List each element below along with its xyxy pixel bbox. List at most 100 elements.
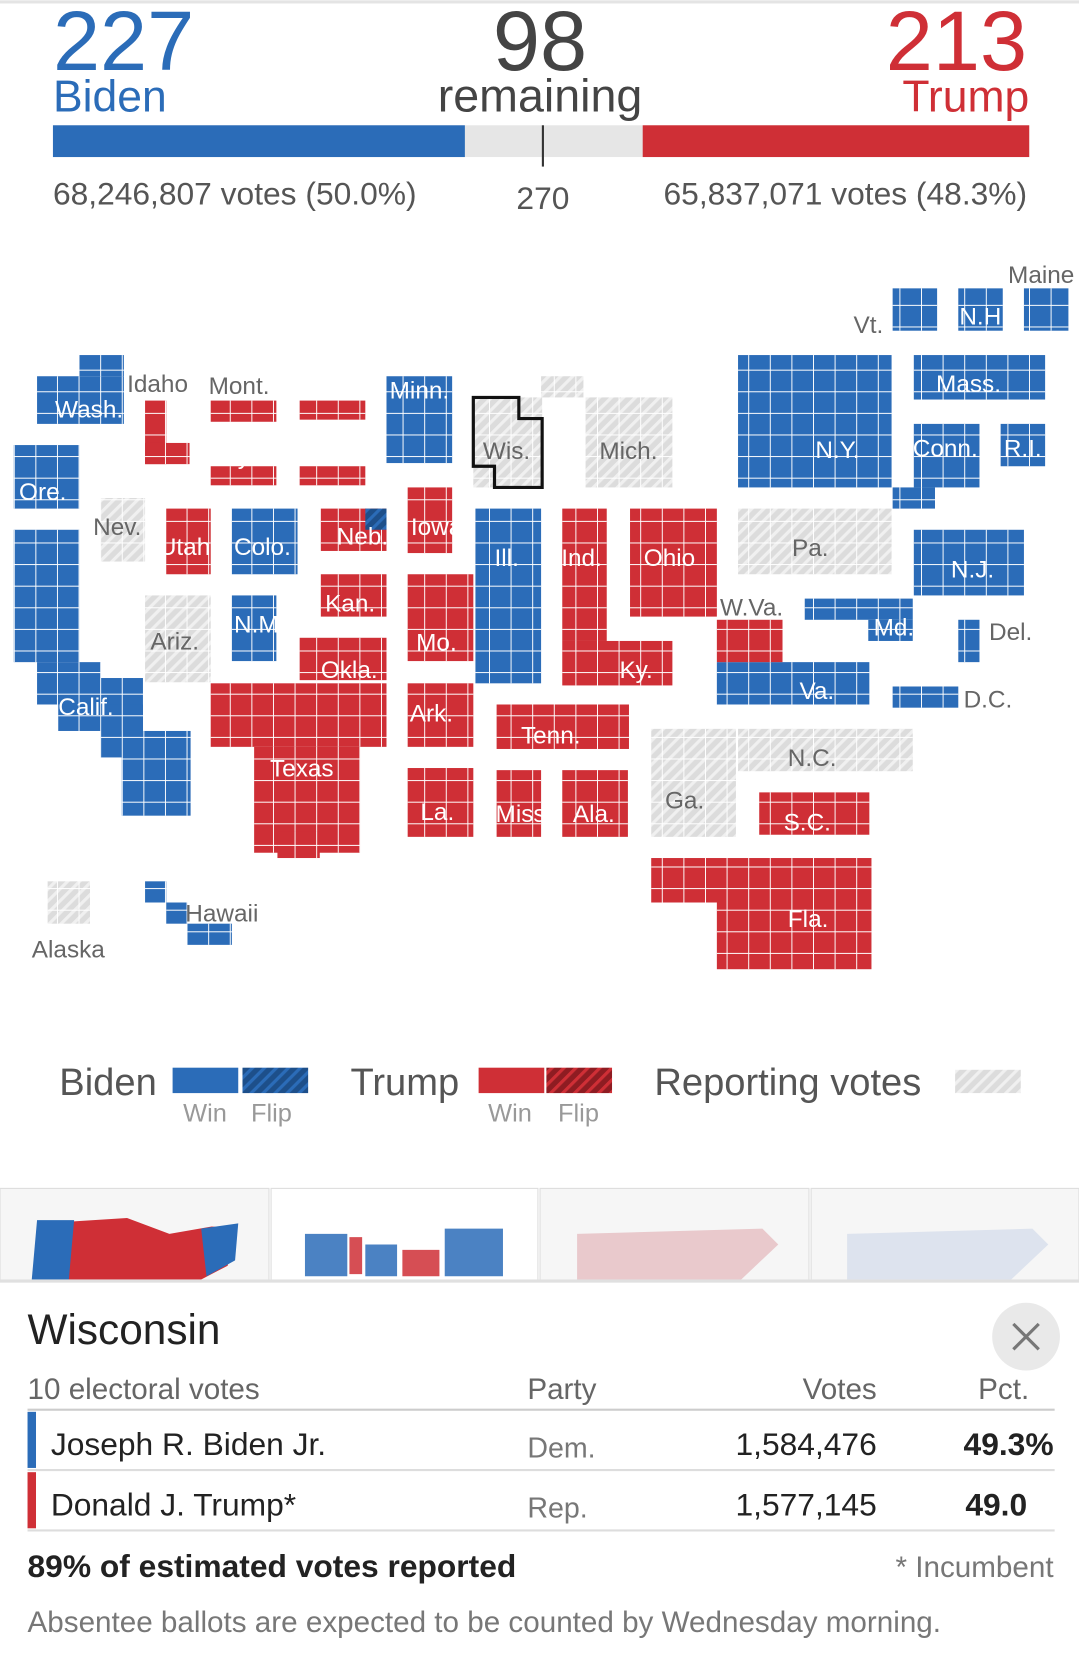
state[interactable]: Maine [1008,262,1074,331]
state[interactable]: Hawaii [145,881,258,945]
state[interactable]: Mass. [913,355,1046,400]
state[interactable]: R.I. [1000,423,1046,467]
legend-swatch [478,1067,545,1094]
state[interactable]: Nev. [93,498,146,562]
tile-grid [386,376,453,464]
state-label: La. [420,799,454,826]
tile-grid [145,881,167,903]
tile-grid [210,683,387,747]
tile-grid [13,445,80,509]
state-label: Calif. [58,694,113,721]
state[interactable]: Mich. [541,376,673,488]
state[interactable]: Calif. [13,529,191,816]
state[interactable]: Okla. [299,637,387,684]
state[interactable]: N.D. [299,377,366,420]
state[interactable]: Neb. [320,508,388,551]
state[interactable]: Texas [210,683,387,859]
tile-grid [913,355,1046,400]
legend-swatch [242,1067,309,1094]
tile-grid [738,728,913,772]
state-label: Wis. [483,438,530,465]
legend-biden: Biden [59,1062,156,1104]
state[interactable]: Conn. [913,423,980,488]
biden-name: Biden [53,73,167,122]
state[interactable]: Utah [159,508,211,575]
state[interactable]: Ark. [407,683,474,747]
state[interactable]: S.C. [759,792,870,837]
state-label: Okla. [321,657,378,684]
state[interactable]: D.C. [892,686,1013,714]
state-label: Neb. [337,524,388,551]
state[interactable]: Ohio [630,508,717,617]
state[interactable]: Alaska [32,881,106,964]
state[interactable]: Ariz. [145,595,211,683]
tile-grid [759,792,870,835]
state[interactable]: Fla. [651,858,872,970]
state-label: Mont. [209,373,270,400]
state[interactable]: Tenn. [496,704,629,750]
state[interactable]: Wash. [37,355,124,424]
tile-grid [475,508,542,684]
incumbent-note: * Incumbent [895,1551,1054,1584]
state[interactable]: Wis. [471,395,544,490]
state[interactable]: Ind. [561,508,607,641]
state[interactable]: Colo. [231,508,298,575]
pct: 49.0 [965,1487,1027,1523]
state[interactable]: Minn. [386,376,453,464]
state[interactable]: N.H. [958,288,1008,331]
state[interactable]: Mont. [209,373,277,422]
tile-grid [958,619,980,663]
state[interactable]: N.Y. [738,355,935,509]
state[interactable]: Pa. [738,508,892,575]
state-label: Idaho [127,371,188,398]
state[interactable]: Ga. [651,728,736,837]
close-button[interactable] [992,1302,1060,1371]
state[interactable]: Ill. [475,508,542,684]
state[interactable]: W.Va. [716,595,783,663]
state-label: Maine [1008,262,1074,289]
tile-grid [651,858,872,903]
close-icon[interactable] [1012,1322,1040,1351]
state[interactable]: Vt. [853,288,938,339]
thumb-map [201,1223,239,1277]
state[interactable]: Md. [804,598,914,642]
state[interactable]: Ore. [13,445,80,509]
state-label: S.C. [784,810,831,837]
tile-grid [562,508,607,641]
state-label: Wyo. [215,443,270,470]
state[interactable]: N.J. [913,529,1024,596]
state-label: Conn. [913,436,978,463]
state[interactable]: Kan. [320,574,387,617]
state-label: Va. [799,678,834,705]
biden-votes: 68,246,807 votes (50.0%) [53,176,417,212]
table-header: 10 electoral votes [28,1373,260,1406]
legend-reporting: Reporting votes [654,1062,921,1104]
state-label: Nev. [93,514,141,541]
state[interactable]: N.M. [231,595,286,662]
remaining-count: 98 [493,0,587,88]
selected-outline [471,395,544,490]
threshold-label: 270 [516,180,569,216]
state[interactable]: Wyo. [210,443,277,486]
state[interactable]: Ala. [562,770,628,837]
state[interactable]: N.C. [738,728,913,772]
divider [27,1469,1055,1472]
state-label: Colo. [234,534,291,561]
state[interactable]: Miss. [496,770,553,837]
tile-grid [892,686,959,708]
state[interactable]: Va. [716,662,870,705]
state[interactable]: Iowa [407,487,463,554]
state[interactable]: Del. [958,619,1032,663]
state[interactable]: Idaho [127,371,190,465]
tile-grid [1000,423,1046,467]
state-label: Ind. [561,545,602,572]
state-label: Texas [270,755,334,782]
state[interactable]: La. [407,768,474,837]
table-header: Pct. [978,1373,1029,1406]
state[interactable]: Mo. [407,574,474,662]
tile-grid [738,355,892,488]
state[interactable]: Ky. [562,640,673,686]
state[interactable]: S.D. [299,443,366,486]
state-label: Ill. [494,545,518,572]
